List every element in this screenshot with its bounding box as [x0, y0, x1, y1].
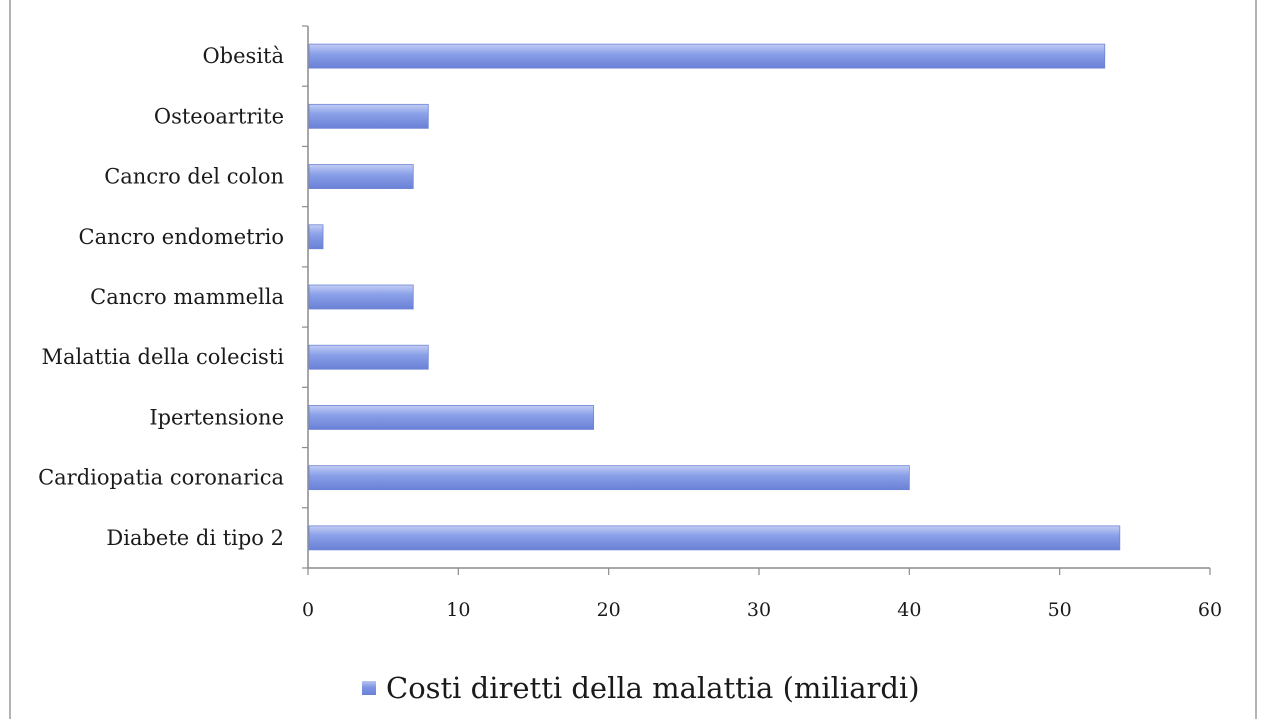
category-label: Cardiopatia coronarica [38, 466, 284, 490]
x-tick-label: 50 [1048, 599, 1072, 621]
legend: Costi diretti della malattia (miliardi) [362, 668, 920, 708]
x-tick-label: 40 [897, 599, 921, 621]
category-label: Obesità [202, 44, 284, 68]
x-tick-label: 0 [302, 599, 314, 621]
bar [308, 284, 414, 310]
category-label: Malattia della colecisti [41, 345, 284, 369]
x-tick-label: 20 [597, 599, 621, 621]
plot-area: 0 10 20 30 40 50 60 Obesità Osteoartrite Cancro d… [38, 25, 1222, 621]
category-label: Osteoartrite [154, 104, 284, 128]
category-label: Ipertensione [149, 405, 284, 429]
bar [308, 405, 595, 430]
bar [308, 224, 324, 250]
x-tick-label: 60 [1198, 599, 1222, 621]
category-label: Cancro del colon [104, 165, 284, 189]
bar [308, 103, 429, 129]
bar [308, 525, 1121, 551]
legend-label: Costi diretti della malattia (miliardi) [386, 671, 920, 705]
bar [308, 43, 1106, 69]
chart-frame [9, 0, 1257, 719]
category-label: Cancro endometrio [79, 225, 284, 249]
category-label: Cancro mammella [90, 285, 284, 309]
bar [308, 344, 429, 370]
x-tick-label: 30 [747, 599, 771, 621]
x-tick-label: 10 [446, 599, 470, 621]
legend-swatch [362, 681, 376, 695]
bar [308, 164, 414, 189]
bar [308, 465, 910, 491]
category-label: Diabete di tipo 2 [106, 526, 284, 550]
